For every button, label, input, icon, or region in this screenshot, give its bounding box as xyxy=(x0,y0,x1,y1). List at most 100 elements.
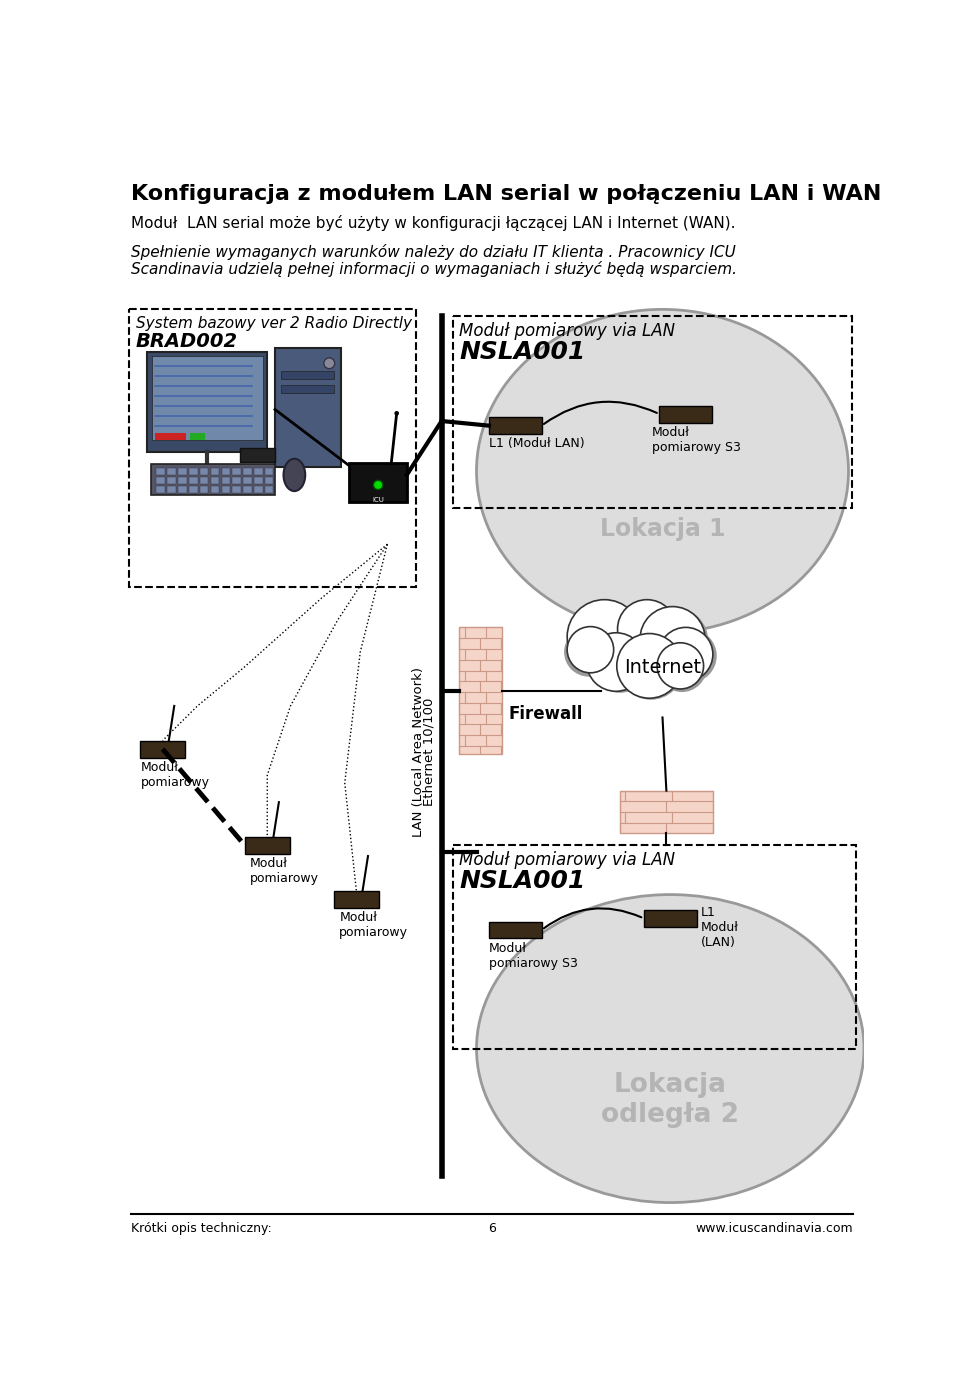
Bar xyxy=(152,356,263,440)
Bar xyxy=(453,316,852,508)
Text: LAN (Local Area Network): LAN (Local Area Network) xyxy=(412,668,424,837)
Circle shape xyxy=(616,633,682,698)
Text: BRAD002: BRAD002 xyxy=(135,332,238,352)
Bar xyxy=(222,487,230,494)
Circle shape xyxy=(659,627,713,682)
Bar xyxy=(156,467,165,474)
Bar xyxy=(265,487,274,494)
Bar xyxy=(151,465,275,495)
Bar xyxy=(243,477,252,484)
Bar xyxy=(179,487,186,494)
Text: www.icuscandinavia.com: www.icuscandinavia.com xyxy=(696,1221,853,1235)
Ellipse shape xyxy=(476,894,864,1203)
Circle shape xyxy=(395,410,399,416)
Bar xyxy=(232,487,241,494)
Bar xyxy=(489,921,541,939)
Bar xyxy=(167,467,176,474)
Bar xyxy=(210,467,219,474)
Text: NSLA001: NSLA001 xyxy=(460,869,586,893)
Text: Ethernet 10/100: Ethernet 10/100 xyxy=(422,698,436,807)
Bar xyxy=(240,448,275,462)
Circle shape xyxy=(567,600,641,673)
Bar xyxy=(243,487,252,494)
Text: Firewall: Firewall xyxy=(508,705,583,722)
Bar xyxy=(281,385,334,392)
Circle shape xyxy=(623,605,682,664)
Bar xyxy=(167,487,176,494)
Bar xyxy=(200,467,208,474)
Text: Moduł
pomiarowy: Moduł pomiarowy xyxy=(141,761,210,789)
Bar xyxy=(281,371,334,378)
Bar xyxy=(265,477,274,484)
Bar xyxy=(644,910,697,926)
Circle shape xyxy=(617,600,677,658)
Bar xyxy=(156,487,165,494)
Text: 6: 6 xyxy=(488,1221,496,1235)
Ellipse shape xyxy=(476,309,849,633)
Text: Moduł pomiarowy via LAN: Moduł pomiarowy via LAN xyxy=(460,321,676,339)
Bar xyxy=(179,467,186,474)
Circle shape xyxy=(662,629,717,683)
Text: Lokacja
odległa 2: Lokacja odległa 2 xyxy=(601,1071,739,1128)
Bar xyxy=(620,790,713,833)
Circle shape xyxy=(643,608,708,673)
Circle shape xyxy=(640,606,706,672)
Bar xyxy=(155,434,186,440)
Bar xyxy=(254,487,263,494)
Circle shape xyxy=(590,634,649,693)
Bar xyxy=(275,348,341,467)
Bar xyxy=(222,477,230,484)
Bar xyxy=(334,890,379,908)
Bar xyxy=(189,487,198,494)
Bar xyxy=(245,837,290,854)
Bar xyxy=(222,467,230,474)
Bar xyxy=(210,487,219,494)
Text: Moduł
pomiarowy S3: Moduł pomiarowy S3 xyxy=(489,942,578,970)
Circle shape xyxy=(373,480,383,490)
Text: NSLA001: NSLA001 xyxy=(460,341,586,364)
Circle shape xyxy=(567,626,613,673)
Bar xyxy=(189,477,198,484)
Text: L1 (Moduł LAN): L1 (Moduł LAN) xyxy=(489,437,585,451)
Circle shape xyxy=(576,605,651,679)
Bar xyxy=(190,434,205,440)
Text: Moduł
pomiarowy: Moduł pomiarowy xyxy=(339,911,408,939)
Text: Lokacja 1: Lokacja 1 xyxy=(600,517,725,541)
Bar xyxy=(130,309,416,587)
Bar xyxy=(489,417,541,434)
Text: Krótki opis techniczny:: Krótki opis techniczny: xyxy=(131,1221,272,1235)
Circle shape xyxy=(564,627,613,676)
Text: Moduł
pomiarowy: Moduł pomiarowy xyxy=(251,857,319,885)
Text: Scandinavia udzielą pełnej informacji o wymaganiach i służyć będą wsparciem.: Scandinavia udzielą pełnej informacji o … xyxy=(131,262,737,277)
Bar xyxy=(460,627,502,754)
Text: Konfiguracja z modułem LAN serial w połączeniu LAN i WAN: Konfiguracja z modułem LAN serial w połą… xyxy=(131,184,881,204)
Bar xyxy=(348,463,407,502)
Text: Moduł
pomiarowy S3: Moduł pomiarowy S3 xyxy=(652,426,740,453)
Bar xyxy=(254,467,263,474)
Bar xyxy=(660,406,712,423)
Text: Moduł  LAN serial może być użyty w konfiguracji łączącej LAN i Internet (WAN).: Moduł LAN serial może być użyty w konfig… xyxy=(131,214,735,231)
Bar xyxy=(167,477,176,484)
Text: Spełnienie wymaganych warunków należy do działu IT klienta . Pracownicy ICU: Spełnienie wymaganych warunków należy do… xyxy=(131,243,735,260)
Ellipse shape xyxy=(283,459,305,491)
Bar xyxy=(453,844,856,1049)
Bar xyxy=(243,467,252,474)
Circle shape xyxy=(657,643,704,689)
Bar xyxy=(232,467,241,474)
Bar xyxy=(200,477,208,484)
Bar xyxy=(147,352,267,452)
Bar xyxy=(156,477,165,484)
Circle shape xyxy=(657,643,707,693)
Bar xyxy=(265,467,274,474)
Bar xyxy=(140,740,185,758)
Bar xyxy=(200,487,208,494)
Circle shape xyxy=(324,357,335,369)
Text: ICU: ICU xyxy=(372,497,384,504)
Text: System bazowy ver 2 Radio Directly: System bazowy ver 2 Radio Directly xyxy=(135,316,412,331)
Text: Moduł pomiarowy via LAN: Moduł pomiarowy via LAN xyxy=(460,851,676,869)
Text: Internet: Internet xyxy=(624,658,701,677)
Bar xyxy=(179,477,186,484)
Bar xyxy=(254,477,263,484)
Circle shape xyxy=(587,633,645,691)
Text: L1
Moduł
(LAN): L1 Moduł (LAN) xyxy=(701,906,738,949)
